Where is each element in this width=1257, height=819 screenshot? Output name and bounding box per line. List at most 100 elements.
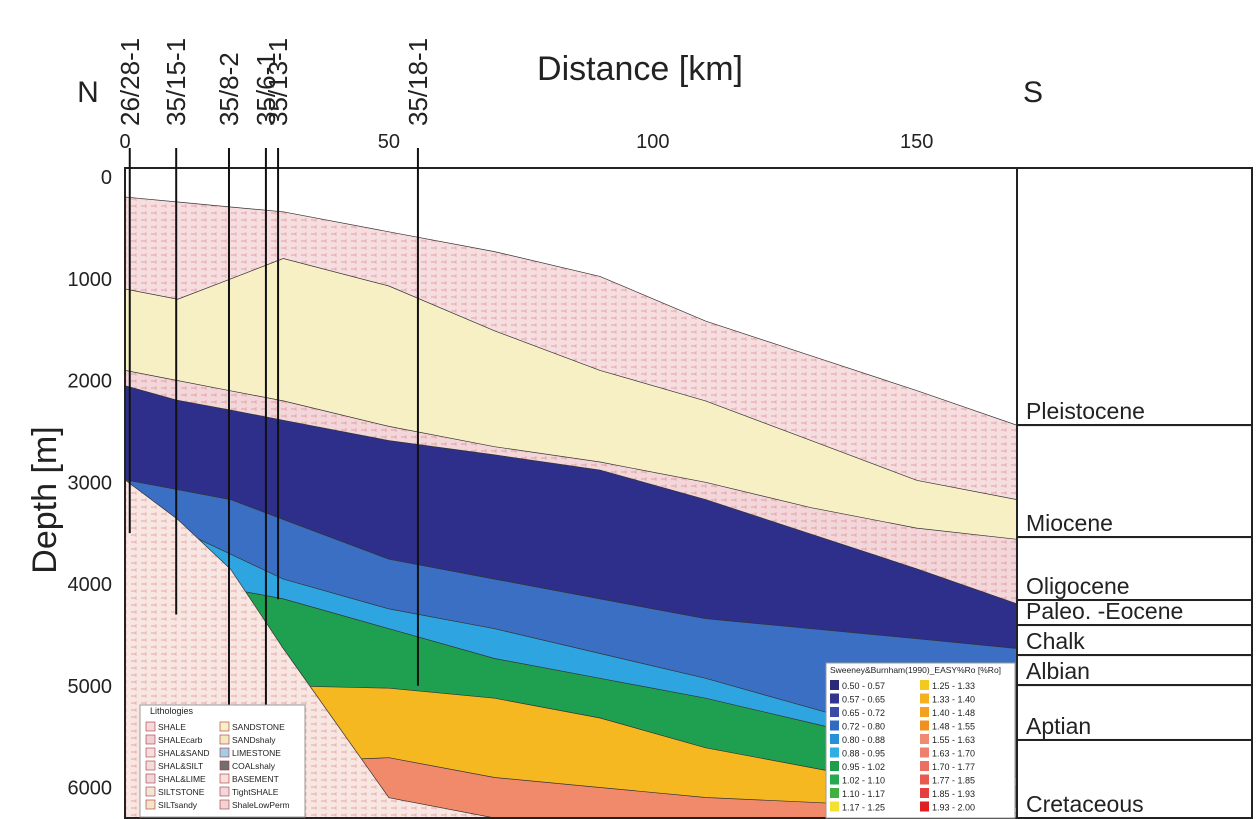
ro-label: 1.48 - 1.55: [932, 722, 975, 732]
lithology-swatch: [145, 773, 156, 784]
lithology-label: SHALE: [158, 722, 186, 732]
lithology-swatch: [145, 760, 156, 771]
lithology-label: SANDSTONE: [232, 722, 285, 732]
lithology-swatch: [145, 786, 156, 797]
ro-swatch: [830, 747, 839, 758]
ro-swatch: [920, 774, 929, 785]
ro-swatch: [830, 720, 839, 731]
ro-label: 1.93 - 2.00: [932, 803, 975, 813]
y-tick-label: 3000: [68, 472, 113, 494]
strat-label: Oligocene: [1026, 573, 1130, 599]
ro-label: 1.02 - 1.10: [842, 776, 885, 786]
ro-swatch: [920, 761, 929, 771]
ro-swatch: [830, 788, 839, 798]
strat-label: Paleo. -Eocene: [1026, 598, 1183, 624]
y-tick-label: 1000: [68, 269, 113, 291]
ro-label: 0.95 - 1.02: [842, 762, 885, 772]
ro-label: 0.50 - 0.57: [842, 681, 885, 691]
lithology-swatch: [145, 747, 156, 758]
well-label: 26/28-1: [115, 38, 145, 126]
lithology-swatch: [219, 760, 230, 771]
ro-label: 1.85 - 1.93: [932, 789, 975, 799]
lithology-swatch: [219, 799, 230, 810]
ro-swatch: [830, 801, 839, 812]
well-label: 35/15-1: [161, 38, 191, 126]
well-label: 35/18-1: [403, 38, 433, 126]
lithology-swatch: [219, 734, 230, 745]
ro-swatch: [920, 788, 929, 798]
ro-swatch: [830, 707, 839, 717]
lithology-label: SHALEcarb: [158, 735, 203, 745]
well-label: 35/6-1: [251, 52, 281, 126]
ro-label: 1.70 - 1.77: [932, 762, 975, 772]
y-tick-label: 2000: [68, 371, 113, 393]
lithology-swatch: [145, 721, 156, 732]
section-area: [125, 196, 1017, 818]
ro-swatch: [830, 693, 839, 704]
ro-label: 1.63 - 1.70: [932, 749, 975, 759]
ro-label: 1.40 - 1.48: [932, 708, 975, 718]
ro-label: 0.57 - 0.65: [842, 695, 885, 705]
ro-label: 1.33 - 1.40: [932, 695, 975, 705]
lithology-label: ShaleLowPerm: [232, 800, 290, 810]
strat-unit: [1016, 738, 1253, 819]
ro-swatch: [920, 693, 929, 704]
lithology-label: SANDshaly: [232, 735, 276, 745]
ro-swatch: [830, 680, 839, 690]
lithology-swatch: [219, 721, 230, 732]
strat-label: Aptian: [1026, 713, 1091, 739]
y-tick-label: 6000: [68, 777, 113, 799]
lithology-label: SHAL&SILT: [158, 761, 203, 771]
ro-label: 1.10 - 1.17: [842, 789, 885, 799]
lithology-label: SILTSTONE: [158, 787, 205, 797]
lithology-swatch: [145, 799, 156, 810]
ro-label: 0.65 - 0.72: [842, 708, 885, 718]
y-tick-label: 0: [101, 167, 112, 189]
south-label: S: [1023, 76, 1043, 109]
lithology-label: SHAL&SAND: [158, 748, 210, 758]
ro-swatch: [920, 747, 929, 758]
lithology-label: BASEMENT: [232, 774, 279, 784]
ro-legend-title: Sweeney&Burnham(1990)_EASY%Ro [%Ro]: [830, 665, 1001, 675]
x-tick-label: 100: [636, 131, 669, 153]
ro-label: 1.77 - 1.85: [932, 776, 975, 786]
ro-label: 1.55 - 1.63: [932, 735, 975, 745]
strat-unit: [1016, 167, 1253, 427]
y-axis-title: Depth [m]: [26, 426, 64, 573]
x-tick-label: 150: [900, 131, 933, 153]
lithology-swatch: [219, 773, 230, 784]
lithology-label: LIMESTONE: [232, 748, 281, 758]
ro-swatch: [830, 761, 839, 771]
ro-label: 0.72 - 0.80: [842, 722, 885, 732]
x-tick-label: 0: [119, 131, 130, 153]
ro-label: 0.80 - 0.88: [842, 735, 885, 745]
north-label: N: [77, 76, 99, 109]
strat-label: Miocene: [1026, 510, 1113, 536]
lithology-label: SHAL&LIME: [158, 774, 206, 784]
ro-swatch: [920, 720, 929, 731]
strat-label: Albian: [1026, 658, 1090, 684]
ro-swatch: [920, 801, 929, 812]
well-label: 35/8-2: [214, 52, 244, 126]
lithology-swatch: [145, 734, 156, 745]
lithology-label: TightSHALE: [232, 787, 279, 797]
ro-swatch: [830, 734, 839, 744]
ro-label: 1.17 - 1.25: [842, 803, 885, 813]
ro-label: 1.25 - 1.33: [932, 681, 975, 691]
lithology-swatch: [219, 786, 230, 797]
ro-swatch: [920, 680, 929, 690]
y-tick-label: 5000: [68, 676, 113, 698]
well-label: 35/13-1: [263, 38, 293, 126]
x-tick-label: 50: [378, 131, 400, 153]
strat-label: Cretaceous: [1026, 791, 1144, 817]
strat-label: Chalk: [1026, 628, 1085, 654]
ro-label: 0.88 - 0.95: [842, 749, 885, 759]
lithology-label: SILTsandy: [158, 800, 198, 810]
y-tick-label: 4000: [68, 574, 113, 596]
strat-label: Pleistocene: [1026, 398, 1145, 424]
ro-swatch: [830, 774, 839, 785]
lithology-legend-title: Lithologies: [150, 706, 194, 716]
x-axis-title: Distance [km]: [537, 50, 743, 88]
